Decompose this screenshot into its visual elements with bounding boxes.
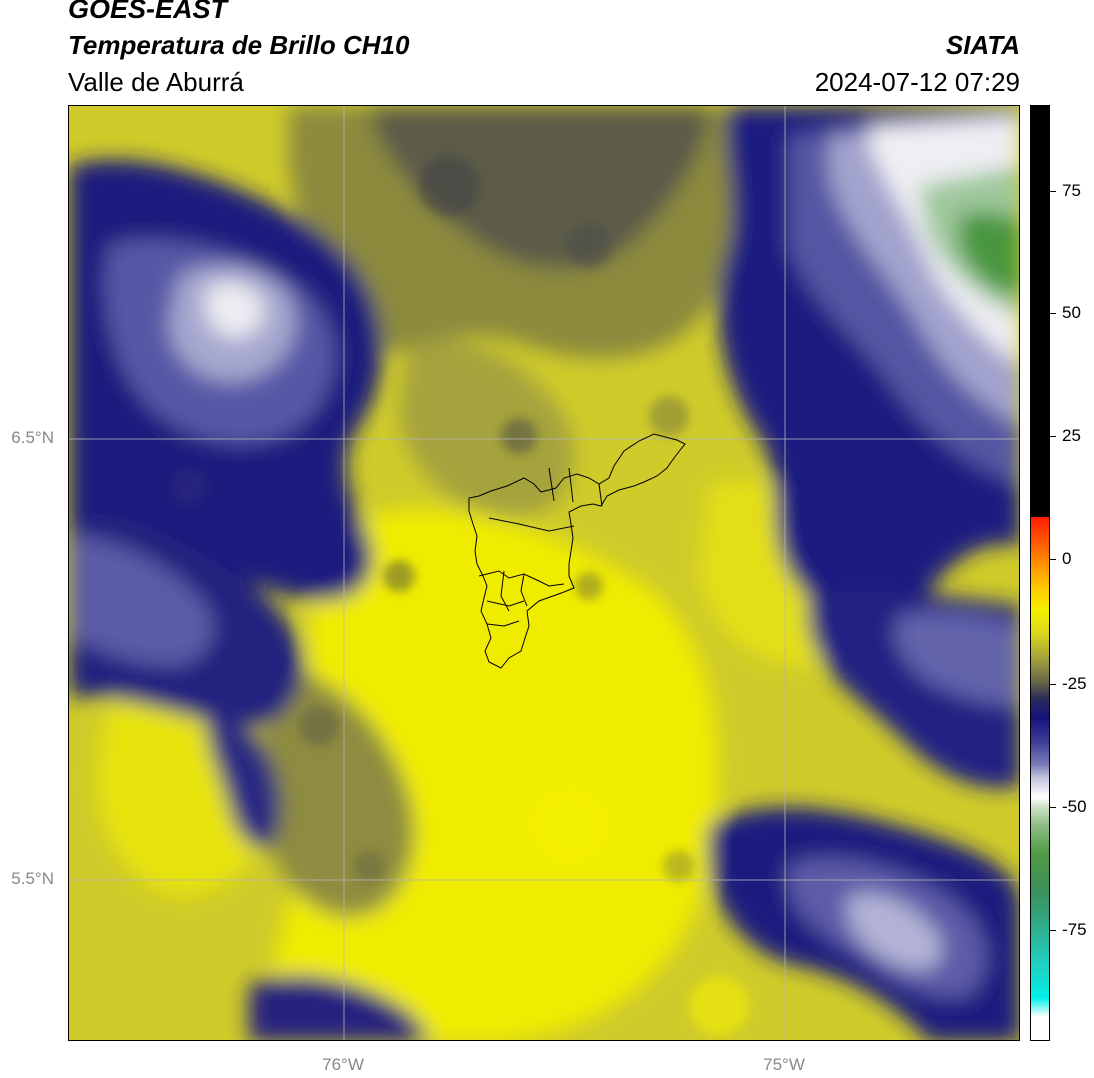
colorbar-tick xyxy=(1050,313,1056,314)
colorbar-tick xyxy=(1050,807,1056,808)
boundary-line xyxy=(488,517,575,532)
texture-spot xyxy=(501,418,537,454)
texture-spot xyxy=(299,706,339,746)
satellite-title: GOES-EAST xyxy=(68,0,228,24)
boundary-line xyxy=(598,483,603,507)
colorbar-label: 0 xyxy=(1062,549,1072,568)
colorbar-label: -25 xyxy=(1062,674,1087,693)
colorbar-gradient xyxy=(1031,106,1049,1040)
boundary-outline xyxy=(468,433,686,669)
colorbar-label: -50 xyxy=(1062,797,1087,816)
texture-spot xyxy=(171,468,207,504)
lat-label-6.5: 6.5°N xyxy=(11,428,54,447)
satellite-map[interactable] xyxy=(68,105,1020,1041)
dark-band-north xyxy=(369,106,709,269)
texture-spot xyxy=(353,850,385,882)
olive-band-central xyxy=(399,340,575,518)
colorbar-tick xyxy=(1050,684,1056,685)
colorbar-tick xyxy=(1050,191,1056,192)
lon-label-75: 75°W xyxy=(763,1055,805,1074)
cloud-west-strand xyxy=(206,706,281,848)
municipal-boundaries xyxy=(468,433,686,669)
colorbar xyxy=(1030,105,1050,1041)
texture-spot xyxy=(419,156,479,216)
boundary-line xyxy=(548,467,555,502)
datetime-label: 2024-07-12 07:29 xyxy=(814,67,1020,97)
colorbar-label: 75 xyxy=(1062,181,1081,200)
colorbar-label: 50 xyxy=(1062,303,1081,322)
cloud-east-blue xyxy=(895,611,1019,706)
texture-spot xyxy=(663,850,695,882)
product-title: Temperatura de Brillo CH10 xyxy=(68,30,410,60)
cloud-west-blue xyxy=(69,536,214,666)
boundary-line xyxy=(500,570,510,612)
organization-label: SIATA xyxy=(945,30,1020,60)
lat-label-5.5: 5.5°N xyxy=(11,869,54,888)
boundary-line xyxy=(568,467,574,503)
warm-area-south xyxy=(274,509,718,1040)
texture-spot xyxy=(689,976,749,1036)
colorbar-tick xyxy=(1050,559,1056,560)
colorbar-tick xyxy=(1050,930,1056,931)
texture-spot xyxy=(575,572,603,600)
cloud-ne-green xyxy=(959,211,1019,296)
texture-spot xyxy=(567,224,611,268)
boundary-line xyxy=(486,600,525,607)
lon-label-76: 76°W xyxy=(322,1055,364,1074)
colorbar-tick xyxy=(1050,436,1056,437)
colorbar-label: -75 xyxy=(1062,920,1087,939)
boundary-line xyxy=(520,573,528,607)
cloud-south-navy xyxy=(249,975,429,1040)
region-title: Valle de Aburrá xyxy=(68,67,244,97)
colorbar-label: 25 xyxy=(1062,426,1081,445)
texture-spot xyxy=(649,396,689,436)
texture-spot xyxy=(529,786,609,866)
texture-spot xyxy=(383,560,415,592)
cloud-nw-white xyxy=(205,282,265,339)
boundary-line xyxy=(486,620,520,627)
cloud-se-lavender xyxy=(847,893,942,970)
